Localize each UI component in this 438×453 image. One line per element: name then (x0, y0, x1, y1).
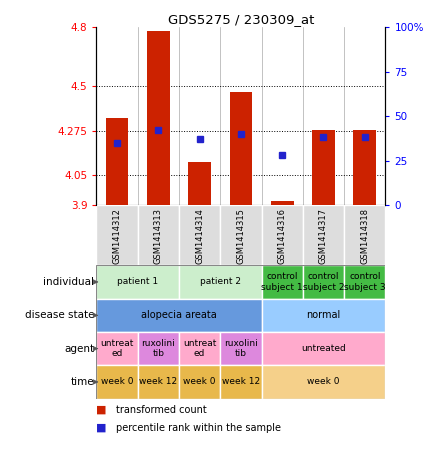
Bar (230, 92, 252, 205)
Text: transformed count: transformed count (116, 405, 207, 415)
Text: alopecia areata: alopecia areata (141, 310, 217, 320)
Text: control
subject 1: control subject 1 (261, 272, 303, 292)
Text: untreat
ed: untreat ed (183, 339, 216, 358)
Text: ruxolini
tib: ruxolini tib (224, 339, 258, 358)
Text: GSM1414312: GSM1414312 (113, 208, 121, 264)
Bar (261, 365, 385, 399)
Text: patient 2: patient 2 (200, 278, 241, 286)
Text: GSM1414318: GSM1414318 (360, 208, 369, 264)
Text: GSM1414317: GSM1414317 (319, 208, 328, 264)
Bar (303, 205, 344, 265)
Bar (179, 365, 220, 399)
Bar (261, 332, 385, 365)
Bar (138, 205, 179, 265)
Text: individual: individual (43, 277, 94, 287)
Text: GSM1414313: GSM1414313 (154, 208, 163, 264)
Text: GSM1414314: GSM1414314 (195, 208, 204, 264)
Text: agent: agent (64, 344, 94, 354)
Text: control
subject 3: control subject 3 (344, 272, 385, 292)
Text: GSM1414316: GSM1414316 (278, 208, 287, 264)
Text: normal: normal (306, 310, 341, 320)
Bar (344, 265, 385, 299)
Bar (96, 332, 138, 365)
Title: GDS5275 / 230309_at: GDS5275 / 230309_at (168, 13, 314, 26)
Bar (271, 201, 293, 205)
Bar (179, 205, 220, 265)
Bar (353, 130, 376, 205)
Bar (179, 265, 261, 299)
Text: ■: ■ (96, 405, 110, 415)
Text: week 0: week 0 (307, 377, 340, 386)
Text: untreated: untreated (301, 344, 346, 353)
Text: patient 1: patient 1 (117, 278, 158, 286)
Bar (261, 205, 303, 265)
Bar (138, 365, 179, 399)
Bar (106, 118, 128, 205)
Bar (220, 332, 261, 365)
Bar (312, 130, 335, 205)
Text: ■: ■ (96, 423, 110, 433)
Text: untreat
ed: untreat ed (100, 339, 134, 358)
Bar (261, 265, 303, 299)
Text: disease state: disease state (25, 310, 94, 320)
Text: week 0: week 0 (101, 377, 133, 386)
Text: percentile rank within the sample: percentile rank within the sample (116, 423, 281, 433)
Bar (96, 365, 138, 399)
Text: week 0: week 0 (184, 377, 216, 386)
Bar (261, 299, 385, 332)
Bar (220, 365, 261, 399)
Bar (220, 205, 261, 265)
Text: time: time (71, 377, 94, 387)
Bar (147, 31, 170, 205)
Bar (303, 265, 344, 299)
Bar (344, 205, 385, 265)
Bar (188, 162, 211, 205)
Bar (96, 205, 138, 265)
Text: week 12: week 12 (139, 377, 177, 386)
Text: ruxolini
tib: ruxolini tib (141, 339, 175, 358)
Bar (138, 332, 179, 365)
Text: week 12: week 12 (222, 377, 260, 386)
Text: GSM1414315: GSM1414315 (237, 208, 245, 264)
Bar (96, 299, 261, 332)
Bar (179, 332, 220, 365)
Bar (96, 265, 179, 299)
Text: control
subject 2: control subject 2 (303, 272, 344, 292)
